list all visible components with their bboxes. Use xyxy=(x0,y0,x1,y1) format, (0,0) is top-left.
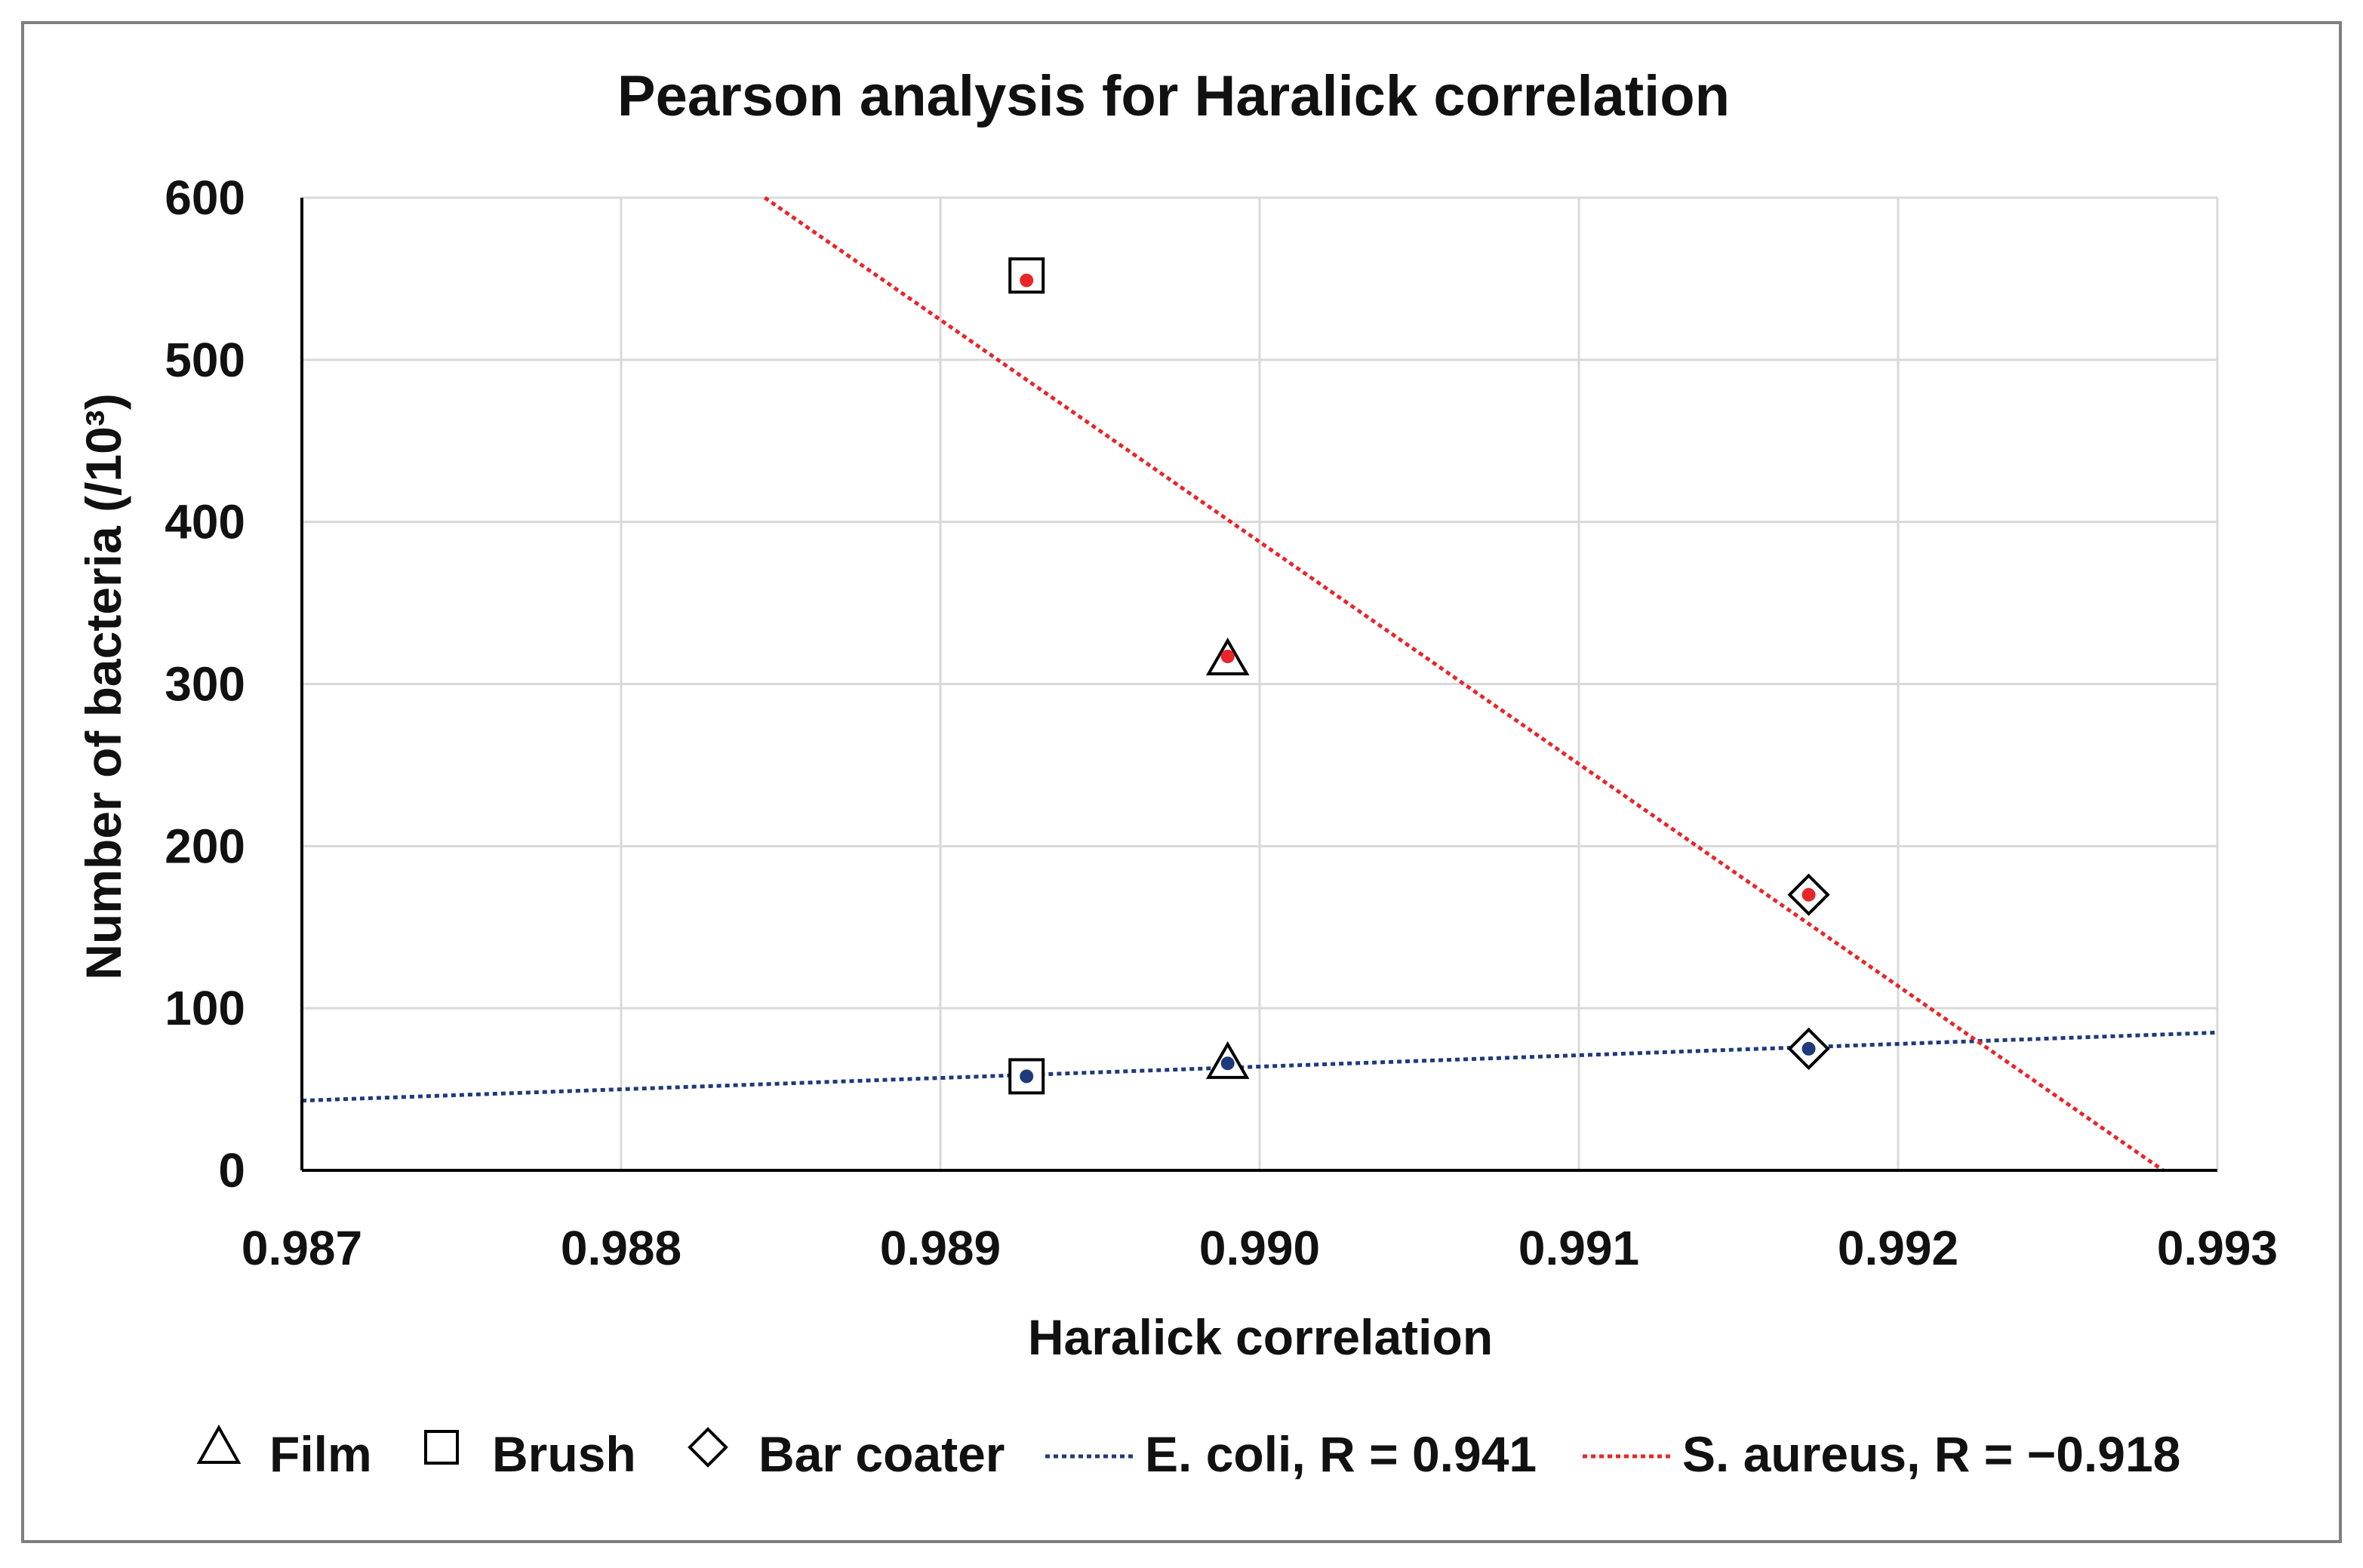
legend-square-icon xyxy=(424,1430,459,1465)
legend: Film Brush Bar coater E. coli, R = 0.941 S. … xyxy=(196,1424,2180,1482)
x-tick-label: 0.991 xyxy=(1518,1221,1639,1275)
x-tick-label: 0.993 xyxy=(2157,1221,2278,1275)
x-tick-label: 0.989 xyxy=(880,1221,1001,1275)
chart-border xyxy=(21,21,2342,1543)
x-tick-label: 0.988 xyxy=(561,1221,682,1275)
legend-label-brush: Brush xyxy=(492,1426,636,1482)
trendlines xyxy=(301,195,2218,1173)
data-point-saureus xyxy=(1220,649,1235,663)
legend-label-ecoli: E. coli, R = 0.941 xyxy=(1145,1426,1537,1482)
chart-title: Pearson analysis for Haralick correlatio… xyxy=(617,64,1730,128)
y-tick-label: 0 xyxy=(218,1143,245,1198)
y-tick-label: 500 xyxy=(165,333,245,387)
trendline-saureus xyxy=(763,195,2165,1173)
data-point-saureus xyxy=(1801,887,1816,902)
trendline-ecoli xyxy=(301,1030,2218,1103)
grid-lines xyxy=(302,196,2219,1170)
data-point-ecoli xyxy=(1220,1056,1235,1071)
legend-label-barcoater: Bar coater xyxy=(758,1426,1005,1482)
x-tick-label: 0.987 xyxy=(242,1221,362,1275)
legend-triangle-icon xyxy=(196,1424,242,1464)
x-tick-label: 0.992 xyxy=(1838,1221,1958,1275)
x-tick-label: 0.990 xyxy=(1199,1221,1320,1275)
data-point-saureus xyxy=(1020,273,1034,287)
y-tick-label: 200 xyxy=(165,819,245,873)
y-tick-label: 400 xyxy=(165,495,245,549)
axes: 0.987 0.988 0.989 0.990 0.991 0.992 0.993 0 100 2… xyxy=(165,171,2278,1275)
legend-diamond-icon xyxy=(688,1427,728,1468)
data-markers xyxy=(1008,257,1830,1095)
y-tick-label: 300 xyxy=(165,657,245,712)
data-point-ecoli xyxy=(1801,1041,1816,1056)
data-point-ecoli xyxy=(1020,1069,1034,1084)
x-axis-label: Haralick correlation xyxy=(1028,1309,1493,1365)
legend-label-film: Film xyxy=(269,1426,372,1482)
legend-label-saureus: S. aureus, R = −0.918 xyxy=(1682,1426,2180,1482)
y-tick-label: 100 xyxy=(165,981,245,1035)
y-axis-label: Number of bacteria (/10³) xyxy=(75,393,131,980)
y-tick-label: 600 xyxy=(165,171,245,225)
